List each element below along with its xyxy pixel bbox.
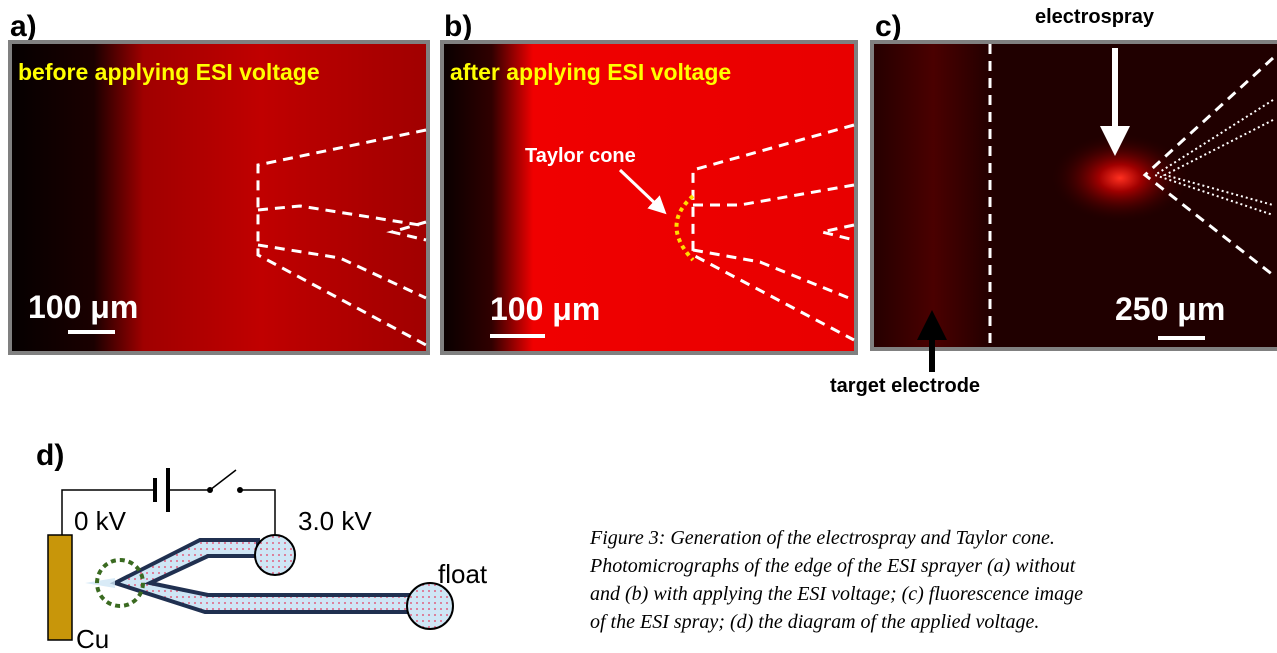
caption-line: of the ESI spray; (d) the diagram of the…	[590, 611, 1039, 633]
scale-bar-label: 250 μm	[1115, 291, 1225, 327]
panel-label: b)	[444, 10, 472, 43]
voltage-label: 3.0 kV	[298, 506, 372, 536]
caption-line: Photomicrographs of the edge of the ESI …	[589, 555, 1076, 577]
panel-label: c)	[875, 10, 902, 43]
spray	[85, 578, 115, 588]
switch-node	[207, 487, 213, 493]
scale-bar-label: 100 μm	[28, 289, 138, 325]
overlay-text: before applying ESI voltage	[18, 59, 320, 85]
switch-node	[237, 487, 243, 493]
annotation: electrospray	[1035, 6, 1155, 28]
voltage-label: 0 kV	[74, 506, 127, 536]
voltage-label: float	[438, 559, 488, 589]
overlay-text: after applying ESI voltage	[450, 59, 731, 85]
cu-electrode	[48, 535, 72, 640]
scale-bar-label: 100 μm	[490, 291, 600, 327]
panel-label: d)	[36, 439, 64, 472]
caption-line: Figure 3: Generation of the electrospray…	[589, 527, 1055, 549]
electrode-label: Cu	[76, 624, 109, 653]
annotation: Taylor cone	[525, 145, 636, 167]
reservoir	[255, 535, 295, 575]
caption-line: and (b) with applying the ESI voltage; (…	[590, 583, 1083, 605]
annotation: target electrode	[830, 375, 980, 397]
figure: a) before applying ESI voltage 100 μm b)…	[0, 0, 1277, 653]
reservoir	[407, 583, 453, 629]
panel-label: a)	[10, 10, 37, 43]
spray-glow	[1050, 133, 1190, 223]
